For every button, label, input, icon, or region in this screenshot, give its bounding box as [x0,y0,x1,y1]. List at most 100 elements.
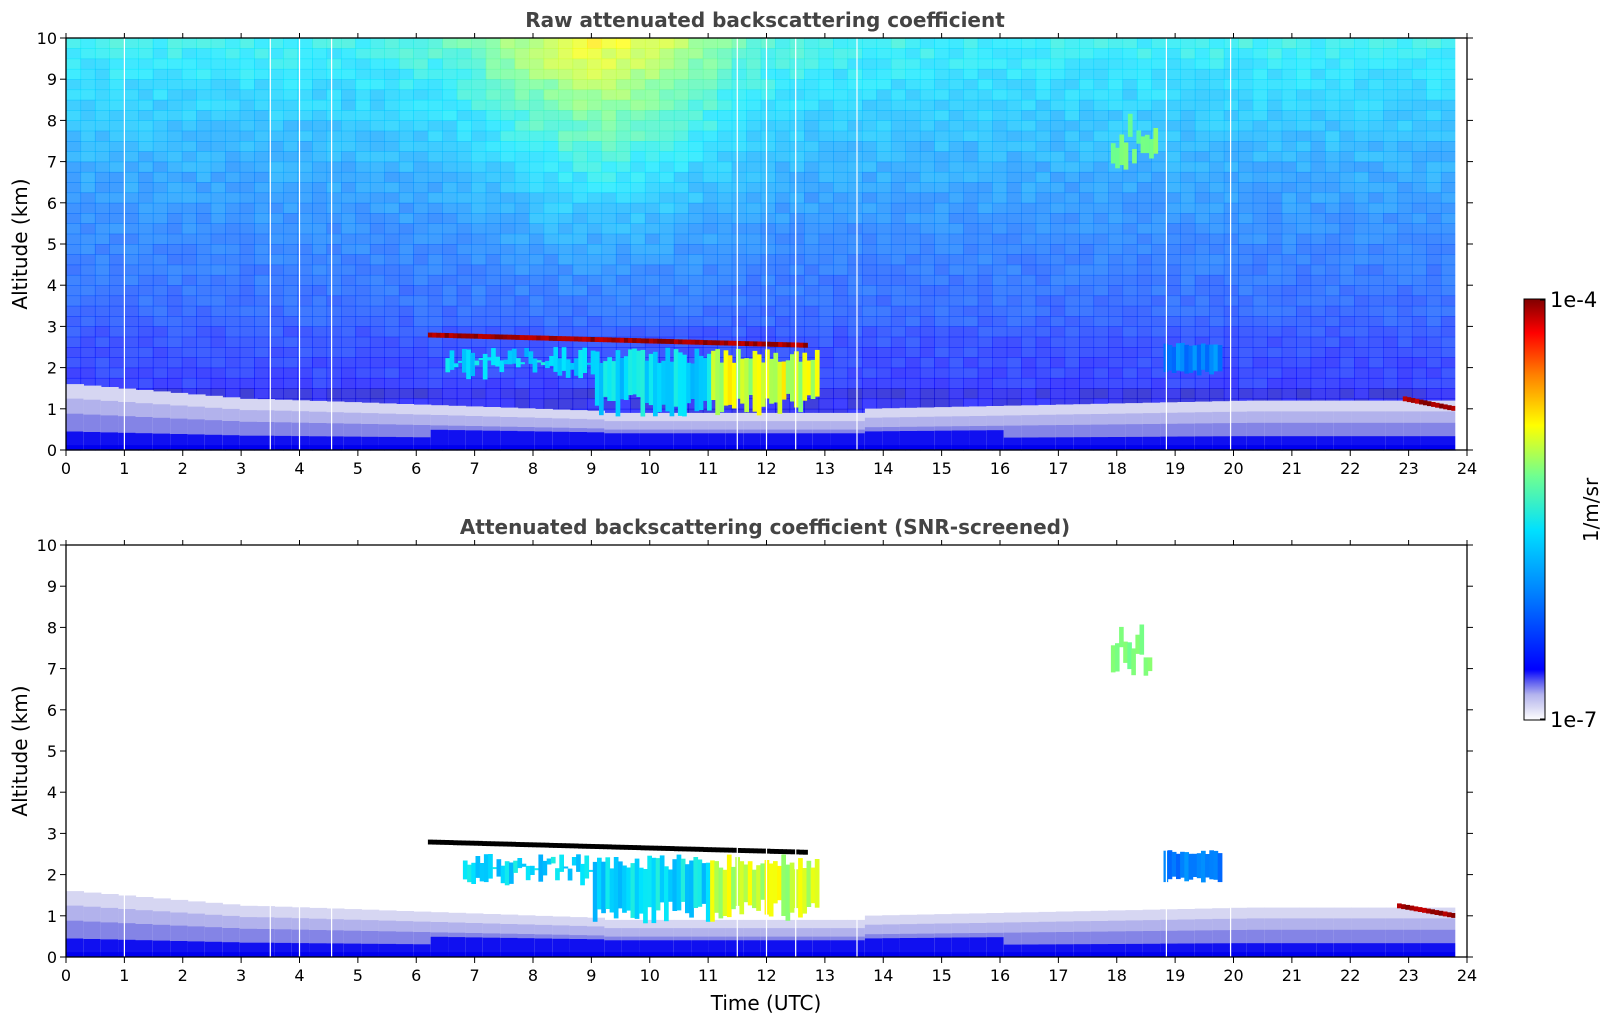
background-cell [543,254,559,266]
background-cell [615,244,631,255]
aerosol-layer-cell [309,445,328,450]
aerosol-layer-cell [969,445,988,450]
background-cell [847,151,863,163]
background-cell [1122,254,1138,266]
background-cell [862,99,878,111]
background-cell [543,326,559,338]
background-cell [818,182,834,194]
background-cell [1238,357,1254,369]
background-cell [717,192,733,204]
background-cell [283,367,299,379]
background-cell [66,377,82,389]
background-cell [485,202,501,214]
background-cell [1035,79,1051,91]
background-cell [225,347,241,358]
background-cell [876,89,892,101]
background-cell [1151,223,1167,235]
background-cell [456,48,472,60]
background-cell [1194,79,1210,91]
background-cell [1397,110,1413,121]
background-cell [1108,264,1124,276]
background-cell [1267,213,1283,224]
background-cell [413,254,429,266]
background-cell [833,38,849,49]
background-cell [948,141,964,152]
background-cell [558,244,574,255]
background-cell [717,244,733,255]
background-cell [297,79,313,91]
background-cell [919,141,935,152]
background-cell [1136,305,1152,317]
background-cell [702,192,718,204]
background-cell [905,202,921,214]
background-cell [529,130,545,142]
background-cell [818,141,834,152]
background-cell [1397,326,1413,338]
x-tick-label: 14 [873,459,893,478]
background-cell [775,161,791,173]
background-cell [514,326,530,338]
background-cell [326,79,342,91]
background-cell [1238,295,1254,307]
background-cell [210,58,226,70]
background-cell [919,182,935,194]
background-cell [529,79,545,91]
aerosol-layer-cell [465,952,484,957]
background-cell [1440,357,1456,369]
cloud-cell [474,360,480,366]
cloud-cell [1167,345,1173,371]
background-cell [1238,120,1254,132]
background-cell [1108,285,1124,297]
background-cell [572,254,588,266]
background-cell [1238,151,1254,163]
background-cell [196,285,212,297]
background-cell [225,171,241,183]
background-cell [847,336,863,348]
background-cell [355,182,371,194]
background-cell [948,110,964,121]
background-cell [268,213,284,224]
background-cell [775,79,791,91]
background-cell [312,223,328,235]
background-cell [1151,58,1167,70]
background-cell [992,110,1008,121]
background-cell [94,58,110,70]
background-cell [1079,202,1095,214]
background-cell [1397,388,1413,400]
background-cell [847,120,863,132]
background-cell [1296,161,1312,173]
background-cell [297,192,313,204]
cloud-cell [462,349,467,373]
background-cell [1440,58,1456,70]
background-cell [80,213,96,224]
background-cell [1252,336,1268,348]
no-data-region [1455,38,1467,450]
background-cell [587,336,603,348]
background-cell [268,244,284,255]
background-cell [876,398,892,410]
background-cell [659,326,675,338]
aerosol-layer-cell [1142,445,1161,450]
background-cell [905,99,921,111]
background-cell [948,377,964,389]
background-cell [485,305,501,317]
background-cell [1180,264,1196,276]
background-cell [123,161,139,173]
background-cell [731,305,747,317]
background-cell [1064,336,1080,348]
background-cell [529,377,545,389]
background-cell [587,182,603,194]
background-cell [963,367,979,379]
background-cell [326,48,342,60]
background-cell [890,38,906,49]
background-cell [673,274,689,286]
background-cell [471,274,487,286]
background-cell [210,388,226,400]
background-cell [1180,141,1196,152]
background-cell [746,244,762,255]
background-cell [572,285,588,297]
background-cell [1223,316,1239,327]
background-cell [152,223,168,235]
background-cell [1368,223,1384,235]
background-cell [283,305,299,317]
